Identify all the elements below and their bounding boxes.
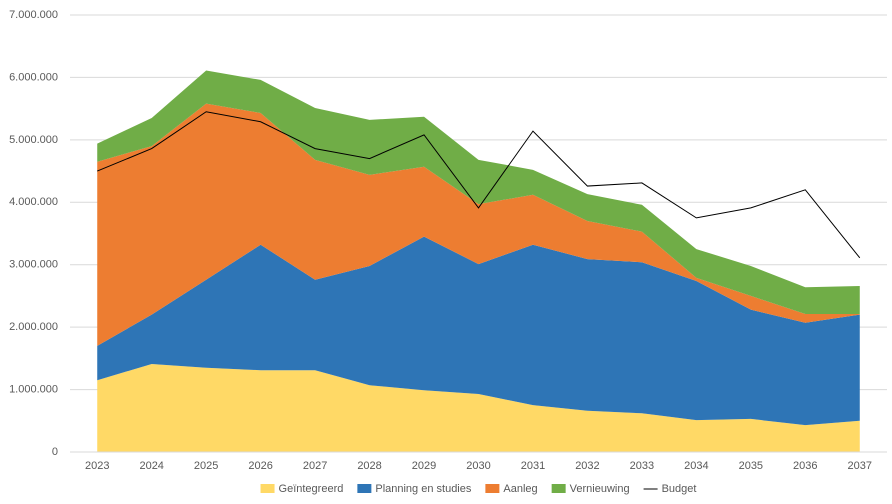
- x-tick-label: 2037: [848, 460, 872, 472]
- budget-line: [97, 111, 861, 259]
- legend-label: Geïntegreerd: [279, 483, 344, 495]
- x-tick-label: 2030: [466, 460, 490, 472]
- y-tick-label: 0: [52, 446, 58, 458]
- x-tick-label: 2033: [630, 460, 654, 472]
- area: [97, 70, 860, 315]
- y-tick-label: 1.000.000: [9, 383, 58, 395]
- legend: Geïntegreerd Planning en studies Aanleg Ver…: [260, 483, 697, 495]
- legend-swatch: [357, 484, 372, 493]
- x-tick-label: 2027: [303, 460, 327, 472]
- x-tick-label: 2034: [684, 460, 708, 472]
- area: [97, 236, 860, 426]
- area: [97, 103, 860, 346]
- legend-label: Aanleg: [503, 483, 537, 495]
- y-tick-label: 4.000.000: [9, 196, 58, 208]
- y-tick-label: 7.000.000: [9, 9, 58, 21]
- legend-label: Budget: [662, 483, 697, 495]
- x-tick-label: 2026: [248, 460, 272, 472]
- x-tick-label: 2023: [85, 460, 109, 472]
- y-tick-label: 3.000.000: [9, 259, 58, 271]
- x-tick-label: 2036: [793, 460, 817, 472]
- x-tick-label: 2024: [139, 460, 163, 472]
- area: [97, 363, 860, 452]
- x-tick-label: 2028: [357, 460, 381, 472]
- x-tick-label: 2025: [194, 460, 218, 472]
- x-tick-label: 2029: [412, 460, 436, 472]
- legend-label: Vernieuwing: [570, 483, 630, 495]
- x-tick-label: 2031: [521, 460, 545, 472]
- x-tick-label: 2032: [575, 460, 599, 472]
- legend-swatch: [260, 484, 275, 493]
- y-tick-label: 6.000.000: [9, 71, 58, 83]
- legend-swatch: [485, 484, 500, 493]
- y-tick-label: 5.000.000: [9, 134, 58, 146]
- y-tick-label: 2.000.000: [9, 321, 58, 333]
- legend-label: Planning en studies: [375, 483, 472, 495]
- x-tick-label: 2035: [739, 460, 763, 472]
- legend-swatch: [551, 484, 566, 493]
